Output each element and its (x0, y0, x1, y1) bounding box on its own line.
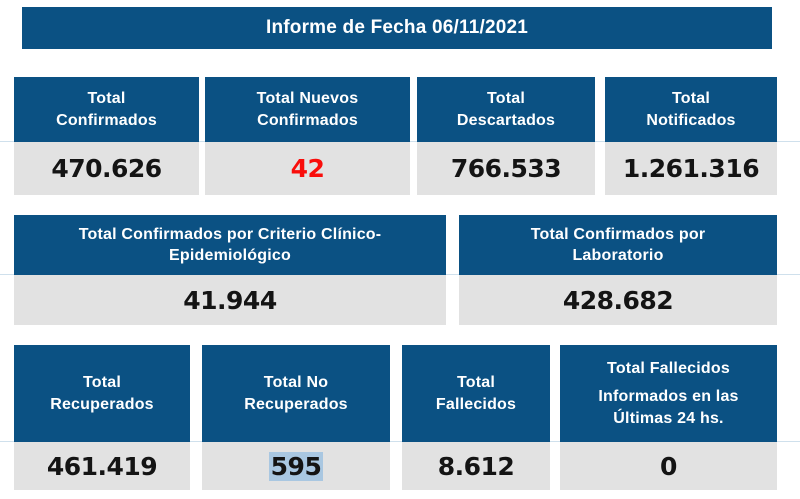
card-confirmados-laboratorio: Total Confirmados por Laboratorio 428.68… (459, 215, 777, 325)
card-header: Total Nuevos Confirmados (205, 77, 410, 142)
card-header: Total Confirmados por Criterio Clínico-E… (14, 215, 446, 275)
card-sublabel: Informados en las Últimas 24 hs. (598, 388, 739, 427)
card-value: 8.612 (402, 442, 550, 490)
card-total-confirmados: Total Confirmados 470.626 (14, 77, 199, 195)
card-header: Total Fallecidos (402, 345, 550, 442)
card-header: Total Confirmados (14, 77, 199, 142)
card-label: Total Fallecidos (435, 374, 517, 413)
card-header: Total No Recuperados (202, 345, 390, 442)
report-title: Informe de Fecha 06/11/2021 (265, 17, 529, 38)
card-header: Total Confirmados por Laboratorio (459, 215, 777, 275)
value-text: 461.419 (46, 451, 158, 481)
report-page: Informe de Fecha 06/11/2021 Total Confir… (0, 7, 800, 499)
card-header: Total Descartados (417, 77, 595, 142)
card-value: 42 (205, 142, 410, 195)
card-value: 0 (560, 442, 777, 490)
value-text: 8.612 (437, 451, 515, 481)
value-text: 766.533 (450, 154, 562, 183)
card-label: Total Descartados (456, 90, 556, 129)
value-text: 470.626 (51, 154, 162, 183)
card-value: 1.261.316 (605, 142, 777, 195)
card-label: Total Fallecidos (607, 360, 730, 378)
card-value: 41.944 (14, 275, 446, 325)
card-label: Total Confirmados (56, 90, 157, 129)
card-value: 595 (202, 442, 390, 490)
report-title-banner: Informe de Fecha 06/11/2021 (22, 7, 772, 49)
card-label: Total Confirmados por Criterio Clínico-E… (78, 225, 382, 264)
value-text-alert: 42 (290, 154, 325, 183)
card-total-recuperados: Total Recuperados 461.419 (14, 345, 190, 490)
card-total-descartados: Total Descartados 766.533 (417, 77, 595, 195)
value-text: 428.682 (562, 285, 674, 315)
card-value: 461.419 (14, 442, 190, 490)
card-header: Total Notificados (605, 77, 777, 142)
card-label: Total Nuevos Confirmados (256, 90, 359, 129)
card-total-fallecidos: Total Fallecidos 8.612 (402, 345, 550, 490)
card-value: 428.682 (459, 275, 777, 325)
value-text: 0 (660, 451, 677, 481)
card-header: Total Fallecidos Informados en las Últim… (560, 345, 777, 442)
card-value: 766.533 (417, 142, 595, 195)
card-value: 470.626 (14, 142, 199, 195)
value-text: 1.261.316 (622, 154, 760, 183)
stats-row-2: Total Confirmados por Criterio Clínico-E… (0, 215, 800, 325)
card-confirmados-criterio-clinico: Total Confirmados por Criterio Clínico-E… (14, 215, 446, 325)
card-label: Total Notificados (646, 90, 736, 129)
card-total-no-recuperados: Total No Recuperados 595 (202, 345, 390, 490)
stats-row-1: Total Confirmados 470.626 Total Nuevos C… (0, 77, 800, 195)
card-label: Total Recuperados (50, 374, 154, 413)
value-text: 41.944 (183, 285, 277, 315)
card-label: Total No Recuperados (244, 374, 348, 413)
stats-row-3: Total Recuperados 461.419 Total No Recup… (0, 345, 800, 490)
card-fallecidos-ultimas-24hs: Total Fallecidos Informados en las Últim… (560, 345, 777, 490)
card-total-notificados: Total Notificados 1.261.316 (605, 77, 777, 195)
card-label: Total Confirmados por Laboratorio (530, 225, 706, 264)
value-text-selected: 595 (268, 451, 324, 481)
card-total-nuevos-confirmados: Total Nuevos Confirmados 42 (205, 77, 410, 195)
card-header: Total Recuperados (14, 345, 190, 442)
